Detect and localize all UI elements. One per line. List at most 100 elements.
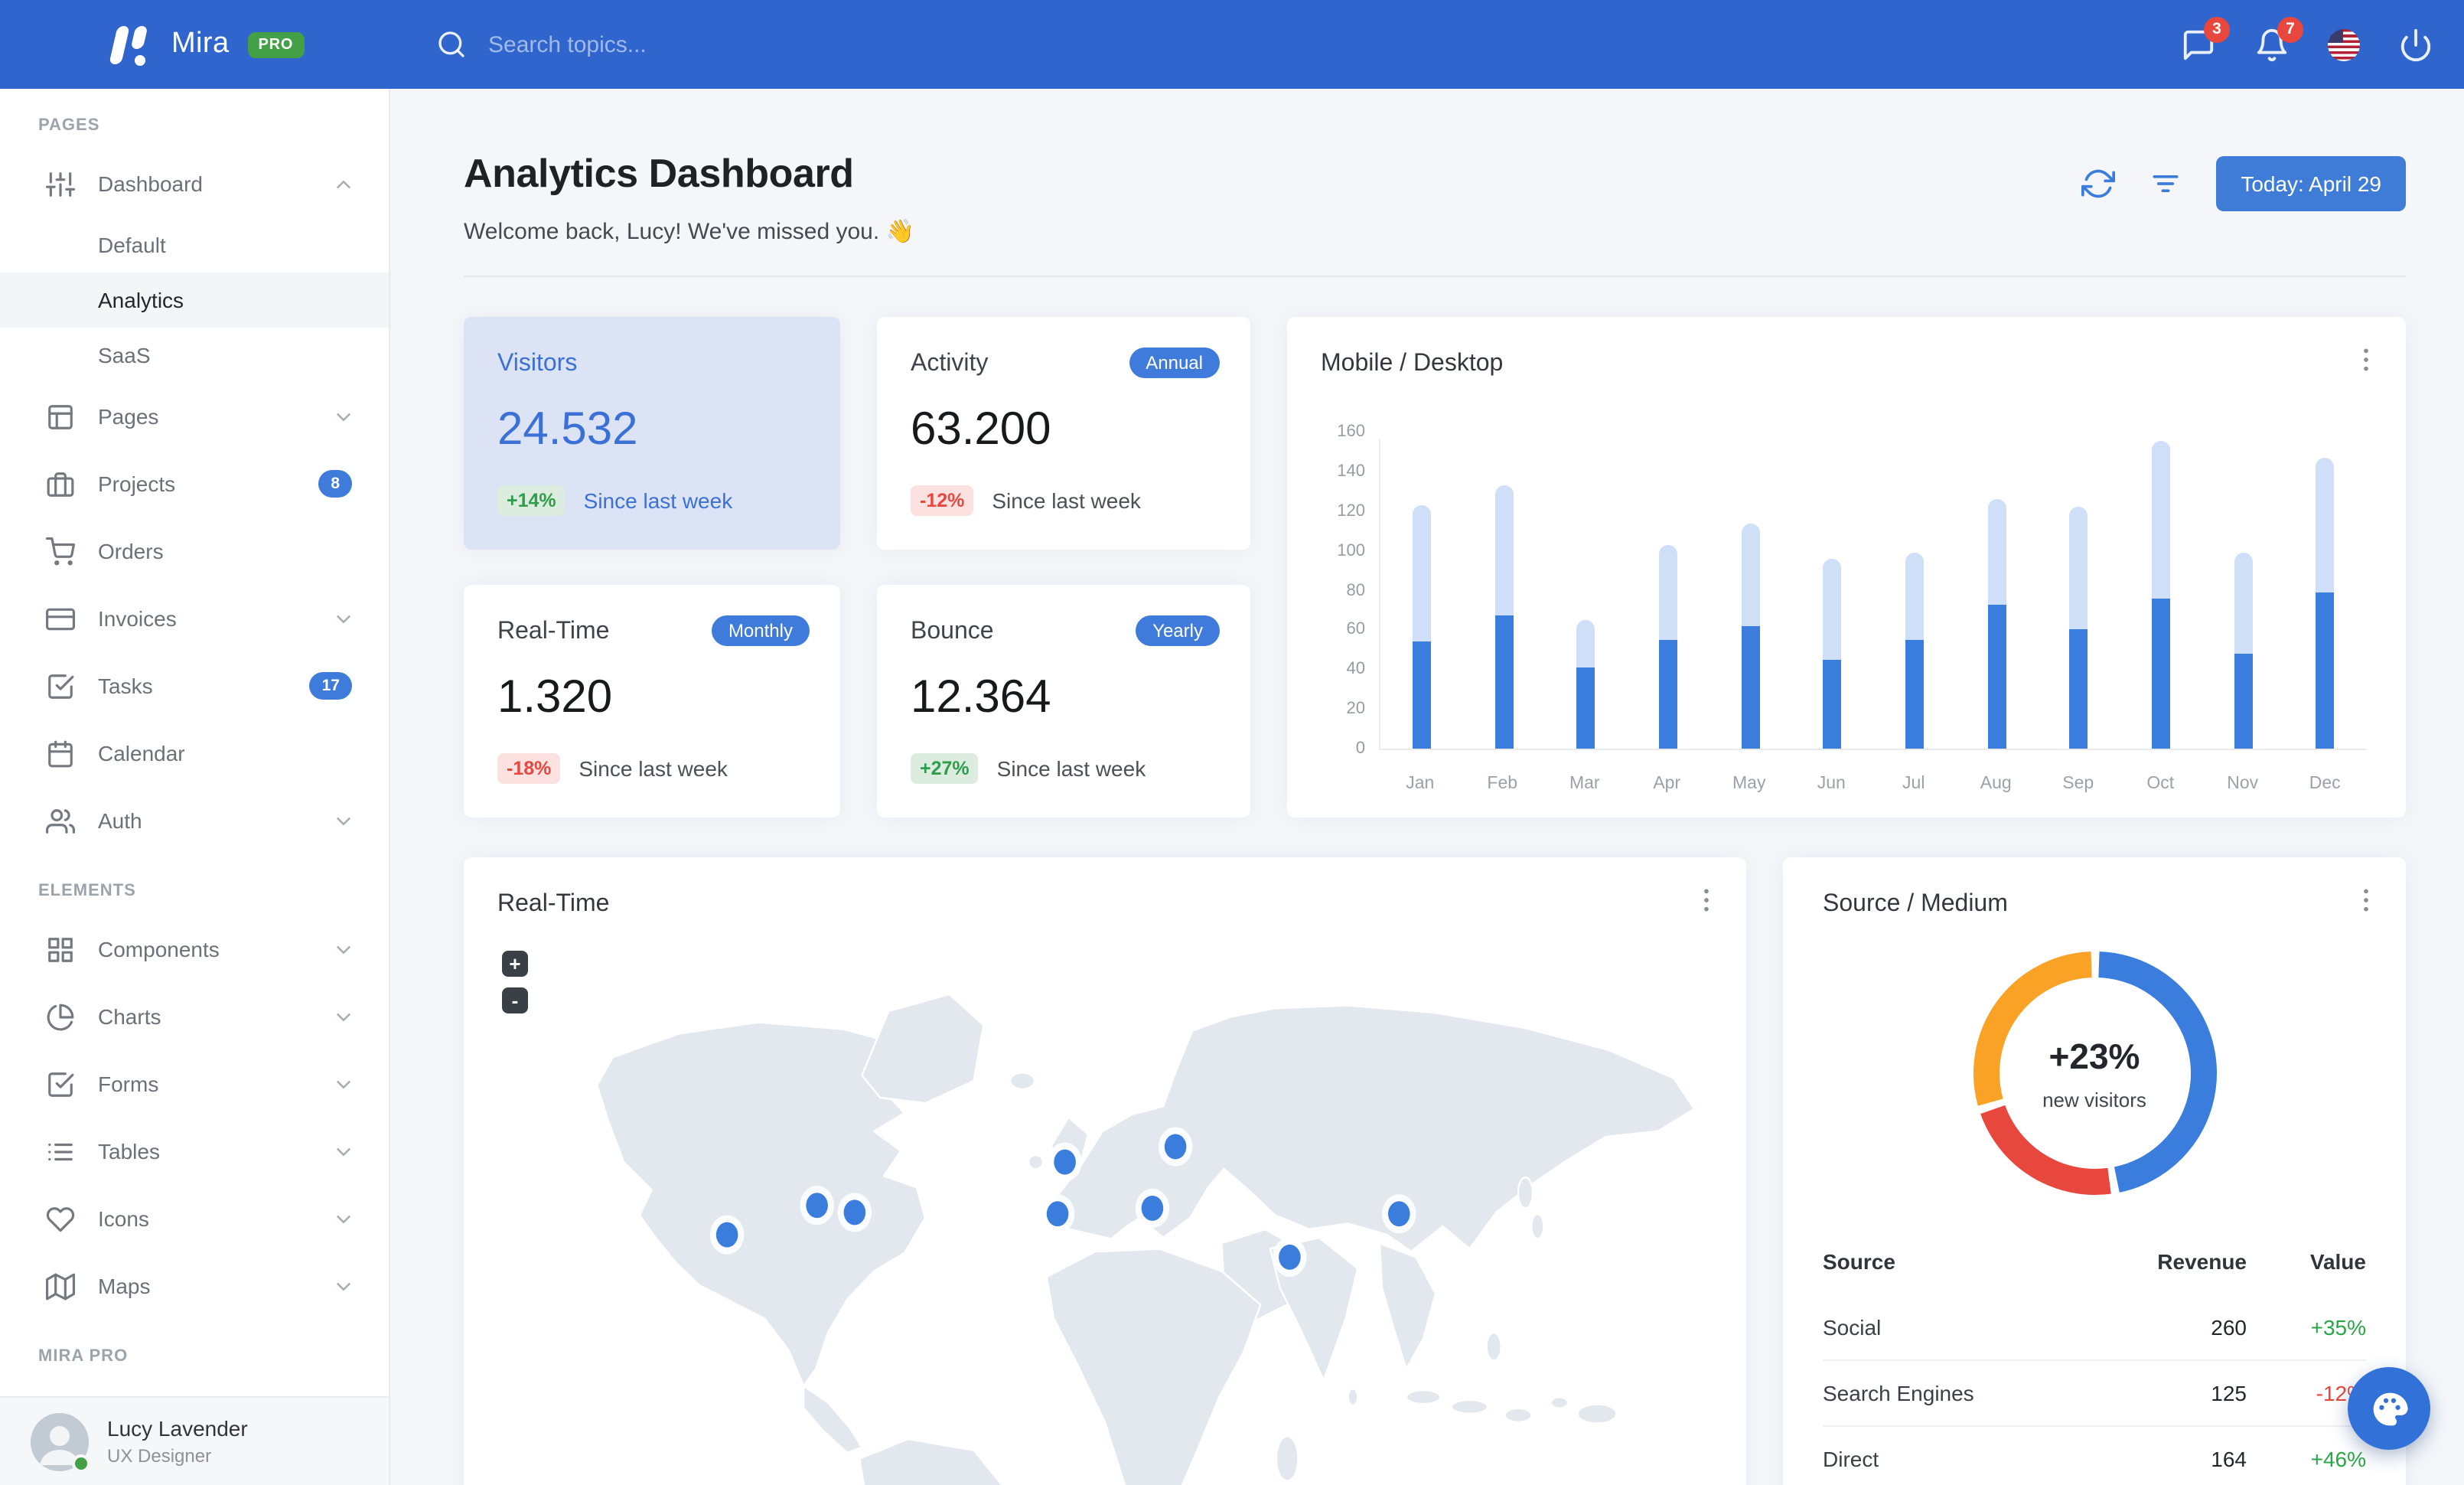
table-row-direct[interactable]: Direct 164 +46% — [1823, 1425, 2366, 1485]
sidebar-section-pages: PAGES — [38, 116, 100, 135]
stat-period-pill[interactable]: Monthly — [711, 615, 810, 646]
sidebar-item-label: Calendar — [98, 741, 185, 765]
map-marker[interactable] — [709, 1215, 745, 1255]
stat-period-pill[interactable]: Annual — [1129, 348, 1220, 378]
brand-name: Mira — [171, 28, 230, 60]
bar-nov[interactable] — [2202, 439, 2283, 749]
bar-feb[interactable] — [1462, 439, 1544, 749]
sidebar-item-projects[interactable]: Projects 8 — [0, 450, 389, 517]
stat-value: 12.364 — [911, 672, 1051, 723]
brand[interactable]: Mira PRO — [107, 24, 392, 65]
layout-icon — [46, 402, 75, 431]
stat-card-visitors: Visitors 24.532 +14% Since last week — [464, 317, 840, 550]
bar-jun[interactable] — [1791, 439, 1873, 749]
sidebar-item-orders[interactable]: Orders — [0, 517, 389, 585]
x-axis-label: Jan — [1406, 775, 1435, 793]
navbar-actions: 3 7 — [2181, 16, 2433, 62]
donut-slice-social[interactable] — [2097, 951, 2216, 1193]
stat-delta-badge: -12% — [911, 485, 974, 516]
x-axis-label: Apr — [1653, 775, 1681, 793]
top-navbar: Mira PRO 3 7 — [0, 0, 2464, 89]
page-header: Analytics Dashboard Welcome back, Lucy! … — [464, 150, 2406, 245]
theme-settings-fab[interactable] — [2348, 1367, 2430, 1450]
donut-sublabel: new visitors — [2042, 1088, 2146, 1111]
donut-slice-search-engines[interactable] — [1980, 1105, 2110, 1195]
zoom-out-button[interactable]: - — [502, 987, 528, 1013]
language-flag-us-icon[interactable] — [2328, 28, 2360, 60]
sidebar-count-badge: 17 — [309, 672, 352, 700]
sidebar-user-footer[interactable]: Lucy Lavender UX Designer — [0, 1396, 389, 1485]
map-marker[interactable] — [1135, 1188, 1170, 1228]
online-status-dot — [72, 1454, 90, 1472]
y-axis-tick: 160 — [1337, 423, 1365, 441]
map-marker[interactable] — [1273, 1237, 1307, 1277]
search-input[interactable] — [488, 31, 917, 57]
today-date-button[interactable]: Today: April 29 — [2216, 156, 2406, 211]
table-row-social[interactable]: Social 260 +35% — [1823, 1315, 2366, 1340]
x-axis-label: Sep — [2062, 775, 2094, 793]
sidebar-item-forms[interactable]: Forms — [0, 1050, 389, 1118]
sidebar: PAGES Dashboard Default Analytics SaaS Pag… — [0, 89, 390, 1485]
bar-dec[interactable] — [2284, 439, 2366, 749]
zoom-in-button[interactable]: + — [502, 951, 528, 977]
stat-caption: Since last week — [996, 756, 1146, 781]
messages-button[interactable]: 3 — [2181, 16, 2230, 62]
refresh-button[interactable] — [2081, 167, 2116, 201]
bar-mar[interactable] — [1545, 439, 1627, 749]
col-revenue: Revenue — [2157, 1249, 2247, 1274]
page-title: Analytics Dashboard — [464, 150, 854, 196]
source-menu-button[interactable] — [2351, 885, 2381, 915]
sidebar-item-dashboard[interactable]: Dashboard — [0, 150, 389, 217]
sidebar-item-icons[interactable]: Icons — [0, 1185, 389, 1252]
avatar — [31, 1412, 90, 1472]
sidebar-item-calendar[interactable]: Calendar — [0, 720, 389, 787]
sidebar-item-components[interactable]: Components — [0, 915, 389, 983]
world-map[interactable] — [497, 952, 1713, 1485]
table-row-search-engines[interactable]: Search Engines 125 -12% — [1823, 1359, 2366, 1425]
welcome-message: Welcome back, Lucy! We've missed you. 👋 — [464, 219, 914, 245]
sidebar-item-pages[interactable]: Pages — [0, 383, 389, 450]
map-zoom-controls: + - — [502, 951, 528, 1013]
sidebar-item-label: Tasks — [98, 674, 153, 698]
bar-apr[interactable] — [1627, 439, 1709, 749]
map-marker[interactable] — [800, 1186, 834, 1226]
notifications-button[interactable]: 7 — [2254, 16, 2303, 62]
chevron-down-icon — [332, 1005, 355, 1028]
bar-jul[interactable] — [1873, 439, 1955, 749]
heart-icon — [46, 1204, 75, 1233]
filter-button[interactable] — [2149, 167, 2182, 201]
map-marker[interactable] — [1382, 1194, 1416, 1234]
sidebar-item-tasks[interactable]: Tasks 17 — [0, 652, 389, 720]
sidebar-subitem-saas[interactable]: SaaS — [98, 343, 151, 367]
donut-slice-direct[interactable] — [1973, 951, 2091, 1106]
y-axis-tick: 20 — [1346, 700, 1366, 719]
map-marker[interactable] — [1158, 1127, 1193, 1167]
bar-aug[interactable] — [1955, 439, 2037, 749]
kebab-icon — [1704, 889, 1709, 912]
sidebar-item-invoices[interactable]: Invoices — [0, 585, 389, 652]
sign-out-button[interactable] — [2398, 27, 2433, 62]
bar-oct[interactable] — [2120, 439, 2202, 749]
bar-may[interactable] — [1709, 439, 1791, 749]
donut-percentage: +23% — [2048, 1036, 2140, 1075]
map-marker[interactable] — [1040, 1194, 1075, 1234]
refresh-icon — [2081, 169, 2116, 198]
stat-period-pill[interactable]: Yearly — [1136, 615, 1220, 646]
sidebar-subitem-default[interactable]: Default — [98, 233, 166, 257]
map-marker[interactable] — [837, 1193, 872, 1232]
bar-jan[interactable] — [1380, 439, 1462, 749]
chart-menu-button[interactable] — [2351, 344, 2381, 375]
stat-card-real-time: Real-Time Monthly 1.320 -18% Since last … — [464, 585, 840, 818]
sidebar-subitem-analytics[interactable]: Analytics — [0, 273, 389, 328]
sidebar-item-auth[interactable]: Auth — [0, 787, 389, 854]
sidebar-item-maps[interactable]: Maps — [0, 1252, 389, 1320]
map-and-source-row: Real-Time + - — [464, 857, 2406, 1485]
map-menu-button[interactable] — [1691, 885, 1722, 915]
x-axis-label: Jun — [1817, 775, 1846, 793]
sidebar-item-label: Components — [98, 937, 220, 961]
sidebar-item-tables[interactable]: Tables — [0, 1118, 389, 1185]
sidebar-item-label: Orders — [98, 539, 164, 563]
sidebar-item-charts[interactable]: Charts — [0, 983, 389, 1050]
bar-sep[interactable] — [2038, 439, 2120, 749]
map-marker[interactable] — [1048, 1142, 1082, 1182]
